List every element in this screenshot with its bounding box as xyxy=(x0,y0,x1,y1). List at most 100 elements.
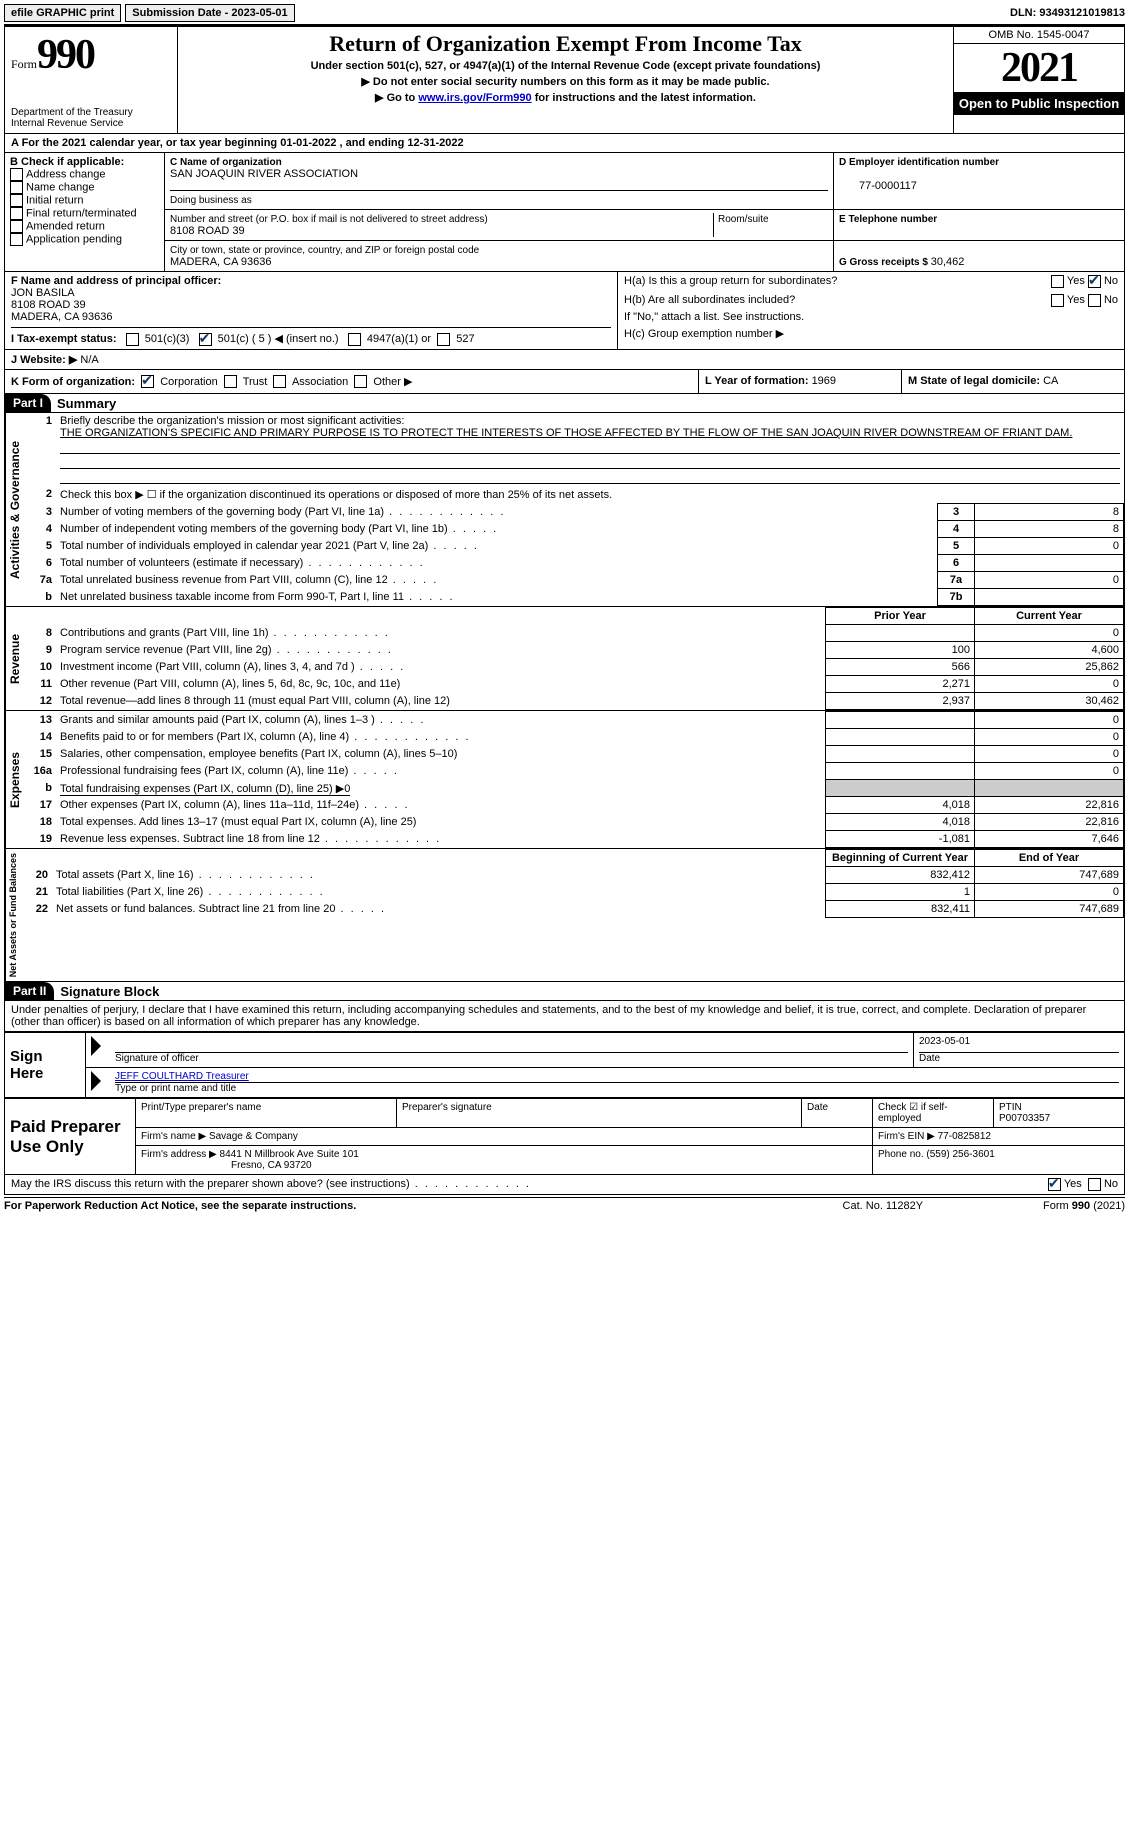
row-exp-15: 15Salaries, other compensation, employee… xyxy=(24,746,1124,763)
chk-amended-return[interactable] xyxy=(10,220,23,233)
rev-11-prior: 2,271 xyxy=(826,676,975,693)
exp-18-curr: 22,816 xyxy=(975,814,1124,831)
footer-cat: Cat. No. 11282Y xyxy=(843,1200,924,1212)
chk-trust[interactable] xyxy=(224,375,237,388)
box-g: G Gross receipts $ 30,462 xyxy=(834,241,1124,272)
chk-discuss-yes[interactable] xyxy=(1048,1178,1061,1191)
chk-501c3[interactable] xyxy=(126,333,139,346)
exp-14-prior xyxy=(826,729,975,746)
chk-discuss-no[interactable] xyxy=(1088,1178,1101,1191)
part2-header: Part II Signature Block xyxy=(4,982,1125,1001)
col-current: Current Year xyxy=(975,608,1124,625)
i-label: I Tax-exempt status: xyxy=(11,333,117,345)
chk-hb-yes[interactable] xyxy=(1051,294,1064,307)
dln: DLN: 93493121019813 xyxy=(1010,7,1125,19)
chk-initial-return[interactable] xyxy=(10,194,23,207)
k-label: K Form of organization: xyxy=(11,376,135,388)
side-label-revenue: Revenue xyxy=(5,607,24,710)
exp-14-curr: 0 xyxy=(975,729,1124,746)
row-net-21: 21Total liabilities (Part X, line 26)10 xyxy=(20,884,1124,901)
firm-addr-label: Firm's address ▶ xyxy=(141,1149,220,1160)
pt-name-label: Print/Type preparer's name xyxy=(136,1099,397,1128)
rev-9-text: Program service revenue (Part VIII, line… xyxy=(60,644,393,656)
declaration: Under penalties of perjury, I declare th… xyxy=(4,1001,1125,1032)
chk-ha-yes[interactable] xyxy=(1051,275,1064,288)
submission-label: Submission Date - xyxy=(132,7,231,19)
opt-4947: 4947(a)(1) or xyxy=(367,333,431,345)
chk-ha-no[interactable] xyxy=(1088,275,1101,288)
chk-527[interactable] xyxy=(437,333,450,346)
net-21-prior: 1 xyxy=(826,884,975,901)
l-label: L Year of formation: xyxy=(705,375,812,387)
chk-corp[interactable] xyxy=(141,375,154,388)
rev-8-prior xyxy=(826,625,975,642)
row-ag-6: 6Total number of volunteers (estimate if… xyxy=(24,555,1124,572)
chk-hb-no[interactable] xyxy=(1088,294,1101,307)
net-22-curr: 747,689 xyxy=(975,901,1124,918)
section-klm: K Form of organization: Corporation Trus… xyxy=(4,370,1125,395)
firm-addr1: 8441 N Millbrook Ave Suite 101 xyxy=(220,1149,359,1160)
section-fh: F Name and address of principal officer:… xyxy=(4,272,1125,350)
ein-value: 77-0000117 xyxy=(839,180,917,192)
tax-year-end: 12-31-2022 xyxy=(407,137,463,149)
header-right: OMB No. 1545-0047 2021 Open to Public In… xyxy=(954,27,1124,133)
efile-print-btn[interactable]: efile GRAPHIC print xyxy=(4,4,121,22)
ag-7b-text: Net unrelated business taxable income fr… xyxy=(60,591,455,603)
row-ag-4: 4Number of independent voting members of… xyxy=(24,521,1124,538)
f-label: F Name and address of principal officer: xyxy=(11,275,221,287)
chk-assoc[interactable] xyxy=(273,375,286,388)
exp-16a-prior xyxy=(826,763,975,780)
exp-18-prior: 4,018 xyxy=(826,814,975,831)
year-formation: 1969 xyxy=(812,375,836,387)
row-ag-7b: bNet unrelated business taxable income f… xyxy=(24,589,1124,606)
ag-4-val: 8 xyxy=(975,521,1124,538)
section-expenses: Expenses 13Grants and similar amounts pa… xyxy=(4,711,1125,849)
website-value: N/A xyxy=(80,354,98,366)
section-net-assets: Net Assets or Fund Balances Beginning of… xyxy=(4,849,1125,982)
hb-yes: Yes xyxy=(1067,294,1085,307)
chk-address-change[interactable] xyxy=(10,168,23,181)
footer-form: 990 xyxy=(1072,1200,1090,1212)
side-label-expenses: Expenses xyxy=(5,711,24,848)
officer-name-link[interactable]: JEFF COULTHARD Treasurer xyxy=(115,1071,249,1082)
ag-4-text: Number of independent voting members of … xyxy=(60,523,498,535)
row-exp-17: 17Other expenses (Part IX, column (A), l… xyxy=(24,797,1124,814)
form990-link[interactable]: www.irs.gov/Form990 xyxy=(418,92,531,104)
h-c-label: H(c) Group exemption number ▶ xyxy=(624,327,1118,340)
box-k: K Form of organization: Corporation Trus… xyxy=(5,370,699,394)
net-22-prior: 832,411 xyxy=(826,901,975,918)
phone-label: E Telephone number xyxy=(839,214,937,225)
rev-11-curr: 0 xyxy=(975,676,1124,693)
col-prior: Prior Year xyxy=(826,608,975,625)
chk-4947[interactable] xyxy=(348,333,361,346)
j-label: J Website: ▶ xyxy=(11,354,77,366)
rev-10-prior: 566 xyxy=(826,659,975,676)
footer-pra: For Paperwork Reduction Act Notice, see … xyxy=(4,1200,356,1212)
part1-title: Summary xyxy=(51,396,116,411)
part1-tag: Part I xyxy=(5,394,51,412)
city-value: MADERA, CA 93636 xyxy=(170,256,272,268)
exp-16b-text: Total fundraising expenses (Part IX, col… xyxy=(60,783,350,796)
section-bcdeg: B Check if applicable: Address change Na… xyxy=(4,153,1125,272)
chk-final-return[interactable] xyxy=(10,207,23,220)
ptin-value: P00703357 xyxy=(999,1113,1050,1124)
chk-name-change[interactable] xyxy=(10,181,23,194)
state-domicile: CA xyxy=(1043,375,1058,387)
firm-name-label: Firm's name ▶ xyxy=(141,1131,209,1142)
exp-15-curr: 0 xyxy=(975,746,1124,763)
ag-6-val xyxy=(975,555,1124,572)
mission-blank3 xyxy=(60,469,1120,484)
firm-addr2: Fresno, CA 93720 xyxy=(141,1160,312,1171)
row-net-22: 22Net assets or fund balances. Subtract … xyxy=(20,901,1124,918)
top-bar: efile GRAPHIC print Submission Date - 20… xyxy=(4,4,1125,26)
rev-9-prior: 100 xyxy=(826,642,975,659)
chk-501c[interactable] xyxy=(199,333,212,346)
rev-12-text: Total revenue—add lines 8 through 11 (mu… xyxy=(60,695,450,707)
chk-application-pending[interactable] xyxy=(10,233,23,246)
part1-header: Part I Summary xyxy=(4,394,1125,413)
row-ag-7a: 7aTotal unrelated business revenue from … xyxy=(24,572,1124,589)
chk-other[interactable] xyxy=(354,375,367,388)
paid-preparer-table: Paid Preparer Use Only Print/Type prepar… xyxy=(4,1098,1125,1175)
row-ag-3: 3Number of voting members of the governi… xyxy=(24,504,1124,521)
row-exp-16b: bTotal fundraising expenses (Part IX, co… xyxy=(24,780,1124,797)
